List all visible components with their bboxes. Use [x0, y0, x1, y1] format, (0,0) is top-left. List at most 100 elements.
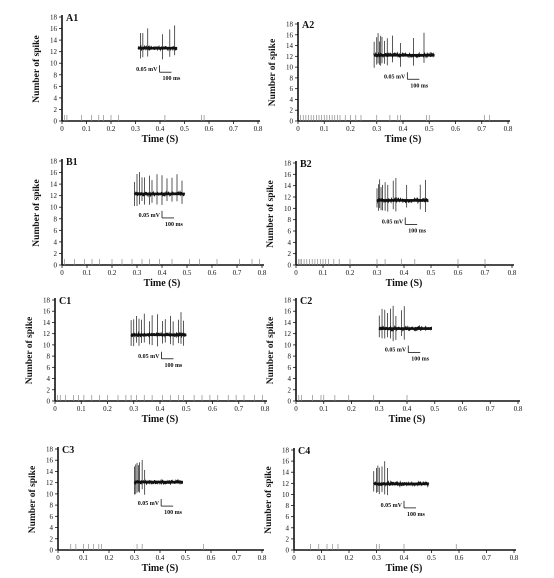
- x-tick-label: 0.1: [317, 554, 326, 562]
- x-tick-label: 0.3: [372, 554, 381, 562]
- x-tick-label: 0.3: [375, 405, 384, 413]
- y-tick-label: 0: [288, 262, 292, 270]
- y-tick-label: 8: [288, 216, 292, 224]
- x-tick-label: 0.6: [208, 405, 217, 413]
- x-tick-label: 0.2: [345, 554, 354, 562]
- x-tick-label: 0.6: [205, 125, 214, 133]
- x-axis-label: Time (S): [142, 134, 179, 145]
- x-tick-label: 0.7: [481, 269, 490, 277]
- y-tick-label: 2: [288, 386, 292, 394]
- x-tick-label: 0.6: [208, 269, 217, 277]
- y-tick-label: 10: [50, 60, 58, 68]
- trace-band: [377, 199, 429, 202]
- y-tick-label: 18: [284, 160, 292, 168]
- y-tick-label: 16: [282, 458, 290, 466]
- x-tick-label: 0.6: [455, 554, 464, 562]
- y-tick-label: 10: [46, 490, 54, 498]
- y-tick-label: 14: [284, 182, 292, 190]
- y-tick-label: 6: [47, 364, 51, 372]
- x-tick-label: 0.8: [258, 269, 267, 277]
- y-tick-label: 8: [288, 353, 292, 361]
- scale-duration-label: 100 ms: [411, 357, 429, 363]
- scale-duration-label: 100 ms: [164, 510, 182, 516]
- y-tick-label: 14: [50, 37, 58, 45]
- y-axis-label: Number of spike: [266, 317, 276, 384]
- x-tick-label: 0.8: [510, 554, 519, 562]
- x-tick-label: 0.4: [400, 269, 409, 277]
- panel-c4: 0 2 4 6 8 10 12 14 16 18 0 0.1 0.2 0.3 0.4 0.5 0.6 0.7 0.8…: [264, 446, 519, 574]
- y-tick-label: 12: [50, 48, 58, 56]
- y-tick-label: 4: [290, 96, 294, 104]
- y-tick-label: 4: [47, 375, 51, 383]
- y-tick-label: 4: [288, 239, 292, 247]
- x-tick-label: 0.3: [373, 269, 382, 277]
- y-tick-label: 12: [50, 192, 58, 200]
- y-tick-label: 16: [286, 31, 294, 39]
- x-tick-label: 0.6: [451, 125, 460, 133]
- scale-duration-label: 100 ms: [165, 222, 183, 228]
- trace-band: [137, 46, 178, 50]
- y-tick-label: 8: [54, 215, 58, 223]
- scale-duration-label: 100 ms: [408, 228, 426, 234]
- y-tick-label: 14: [43, 319, 51, 327]
- x-tick-label: 0.1: [77, 405, 86, 413]
- y-tick-label: 14: [284, 319, 292, 327]
- y-tick-label: 2: [47, 386, 51, 394]
- x-tick-label: 0: [56, 554, 60, 562]
- x-tick-label: 0.4: [156, 405, 165, 413]
- x-tick-label: 0: [60, 125, 64, 133]
- x-tick-label: 0.5: [183, 269, 192, 277]
- scale-amplitude-label: 0.05 mV: [382, 219, 404, 225]
- y-tick-label: 18: [284, 297, 292, 305]
- x-tick-label: 0.7: [486, 405, 495, 413]
- panel-label: C1: [59, 296, 71, 307]
- y-tick-label: 14: [282, 469, 290, 477]
- y-tick-label: 0: [286, 547, 290, 555]
- y-tick-label: 6: [50, 513, 54, 521]
- y-tick-label: 2: [286, 535, 290, 543]
- x-tick-label: 0.5: [181, 554, 190, 562]
- scale-amplitude-label: 0.05 mV: [384, 74, 406, 80]
- y-tick-label: 12: [46, 479, 54, 487]
- x-axis-label: Time (S): [385, 134, 422, 145]
- x-tick-label: 0.7: [232, 554, 241, 562]
- y-tick-label: 6: [288, 228, 292, 236]
- x-tick-label: 0.5: [182, 405, 191, 413]
- y-tick-label: 12: [284, 330, 292, 338]
- x-tick-label: 0.5: [427, 269, 436, 277]
- x-tick-label: 0.1: [319, 405, 328, 413]
- x-tick-label: 0.5: [430, 405, 439, 413]
- y-tick-label: 10: [286, 64, 294, 72]
- panel-label: B1: [66, 157, 78, 168]
- y-tick-label: 4: [288, 375, 292, 383]
- x-tick-label: 0.8: [258, 554, 267, 562]
- x-axis-label: Time (S): [386, 278, 423, 289]
- trace-band: [134, 192, 185, 196]
- y-tick-label: 16: [43, 308, 51, 316]
- x-axis-label: Time (S): [142, 563, 179, 574]
- y-tick-label: 10: [50, 204, 58, 212]
- y-axis-label: Number of spike: [264, 466, 274, 533]
- x-tick-label: 0: [53, 405, 57, 413]
- y-tick-label: 16: [50, 169, 58, 177]
- x-tick-label: 0.2: [103, 405, 112, 413]
- x-tick-label: 0.8: [254, 125, 263, 133]
- trace-band: [374, 53, 435, 57]
- y-tick-label: 6: [54, 227, 58, 235]
- voltage-trace: [378, 305, 433, 342]
- x-tick-label: 0.1: [320, 125, 329, 133]
- panel-label: B2: [300, 159, 312, 170]
- y-tick-label: 2: [54, 250, 58, 258]
- y-tick-label: 6: [54, 83, 58, 91]
- voltage-trace: [376, 177, 429, 212]
- x-tick-label: 0.6: [207, 554, 216, 562]
- y-tick-label: 12: [43, 330, 51, 338]
- x-tick-label: 0.2: [346, 269, 355, 277]
- y-tick-label: 2: [288, 250, 292, 258]
- y-tick-label: 8: [50, 502, 54, 510]
- scale-amplitude-label: 0.05 mV: [381, 503, 403, 509]
- y-tick-label: 6: [290, 85, 294, 93]
- y-tick-label: 8: [54, 71, 58, 79]
- y-tick-label: 12: [284, 194, 292, 202]
- x-axis-label: Time (S): [142, 414, 179, 425]
